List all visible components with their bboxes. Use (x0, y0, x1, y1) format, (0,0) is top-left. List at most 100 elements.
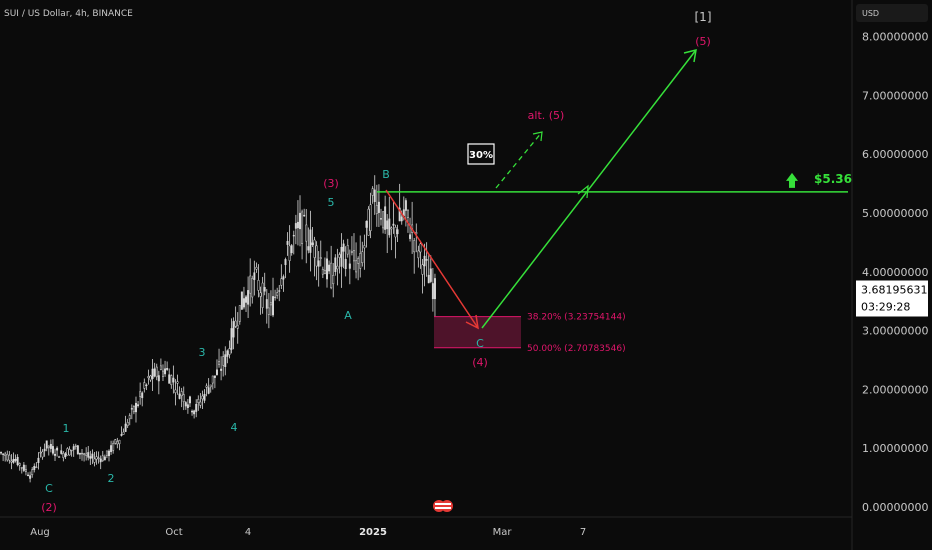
candle-body (49, 443, 52, 449)
candle-body (338, 254, 341, 258)
candle-body (226, 350, 229, 357)
candle-body (213, 375, 216, 378)
candle-body (37, 457, 40, 464)
candle-body (305, 224, 308, 242)
candle-body (240, 291, 243, 310)
candle-body (404, 200, 407, 211)
candle-body (193, 410, 196, 415)
candle-body (350, 251, 353, 253)
time-tick: Mar (493, 527, 513, 538)
time-tick: Oct (165, 527, 182, 538)
candlestick-series (0, 175, 436, 483)
price-tick: 5.00000000 (862, 207, 928, 220)
currency-label: USD (862, 9, 879, 18)
candle-body (400, 216, 403, 222)
candle-body (261, 282, 264, 308)
candle-body (342, 243, 345, 252)
candle-body (296, 221, 299, 229)
candle-body (114, 439, 117, 444)
candle-body (355, 260, 358, 273)
candle-body (228, 348, 231, 355)
candle-body (367, 208, 370, 236)
fib-level-38-label: 38.20% (3.23754144) (527, 313, 626, 323)
candle-body (323, 269, 326, 275)
candle-body (427, 274, 430, 284)
candle-body (284, 259, 287, 266)
candle-body (431, 283, 434, 300)
candle-body (238, 305, 241, 322)
candle-body (188, 396, 191, 404)
candle-body (361, 251, 364, 263)
candle-body (288, 245, 291, 261)
candle-body (398, 207, 401, 222)
candle-body (105, 450, 108, 456)
candle-body (388, 218, 391, 236)
candle-body (319, 257, 322, 259)
candle-body (272, 296, 274, 316)
candle-body (87, 452, 90, 458)
price-tick: 7.00000000 (862, 89, 928, 102)
green-dashed-arrowhead-icon (532, 131, 543, 142)
time-tick: 4 (245, 527, 251, 538)
candle-body (205, 385, 208, 388)
candle-body (6, 454, 9, 461)
candle-body (278, 290, 281, 292)
candle-body (369, 204, 372, 231)
candle-body (236, 325, 239, 329)
wave-label-3-major: (3) (323, 177, 339, 190)
candle-body (421, 264, 424, 275)
candle-body (130, 408, 133, 410)
candle-body (132, 405, 135, 413)
green-arrowhead-icon (683, 48, 697, 63)
candle-body (10, 460, 13, 463)
candle-body (267, 307, 270, 315)
candle-body (419, 243, 422, 253)
candle-body (224, 354, 227, 367)
candle-body (20, 467, 23, 469)
candle-body (51, 446, 54, 454)
candle-body (203, 393, 206, 401)
candle-body (346, 245, 349, 255)
candle-body (170, 375, 173, 386)
candle-body (147, 376, 150, 379)
candle-body (191, 410, 194, 413)
candle-body (91, 453, 94, 459)
candle-body (45, 440, 48, 449)
candle-body (16, 456, 19, 466)
candle-body (78, 452, 81, 455)
candle-body (371, 188, 374, 196)
candle-body (392, 223, 395, 226)
candle-body (14, 459, 17, 461)
candle-body (232, 321, 235, 338)
candle-body (253, 272, 256, 280)
candle-body (207, 387, 210, 394)
candle-body (315, 245, 318, 267)
candle-body (377, 201, 380, 213)
candle-body (220, 368, 223, 371)
candle-body (29, 475, 32, 479)
candle-body (145, 384, 148, 387)
candle-body (413, 240, 416, 253)
candle-countdown: 03:29:28 (861, 301, 910, 314)
candle-body (382, 211, 385, 229)
candle-body (280, 278, 283, 286)
candle-body (151, 368, 154, 379)
candle-body (425, 259, 428, 261)
currency-badge[interactable] (856, 4, 928, 22)
candle-body (157, 375, 160, 382)
candle-body (43, 448, 46, 452)
candle-body (330, 262, 333, 289)
candle-body (27, 474, 30, 477)
candle-body (153, 368, 156, 377)
wave-c-projection-arrow (385, 189, 479, 329)
candle-body (209, 384, 212, 388)
candle-body (137, 404, 140, 407)
candle-body (234, 320, 237, 327)
candle-body (110, 445, 113, 453)
candle-body (103, 456, 106, 461)
candle-body (197, 399, 200, 403)
event-markers-icon[interactable] (433, 500, 453, 512)
wave-label-5-major: (5) (695, 35, 711, 48)
candle-body (33, 465, 36, 470)
